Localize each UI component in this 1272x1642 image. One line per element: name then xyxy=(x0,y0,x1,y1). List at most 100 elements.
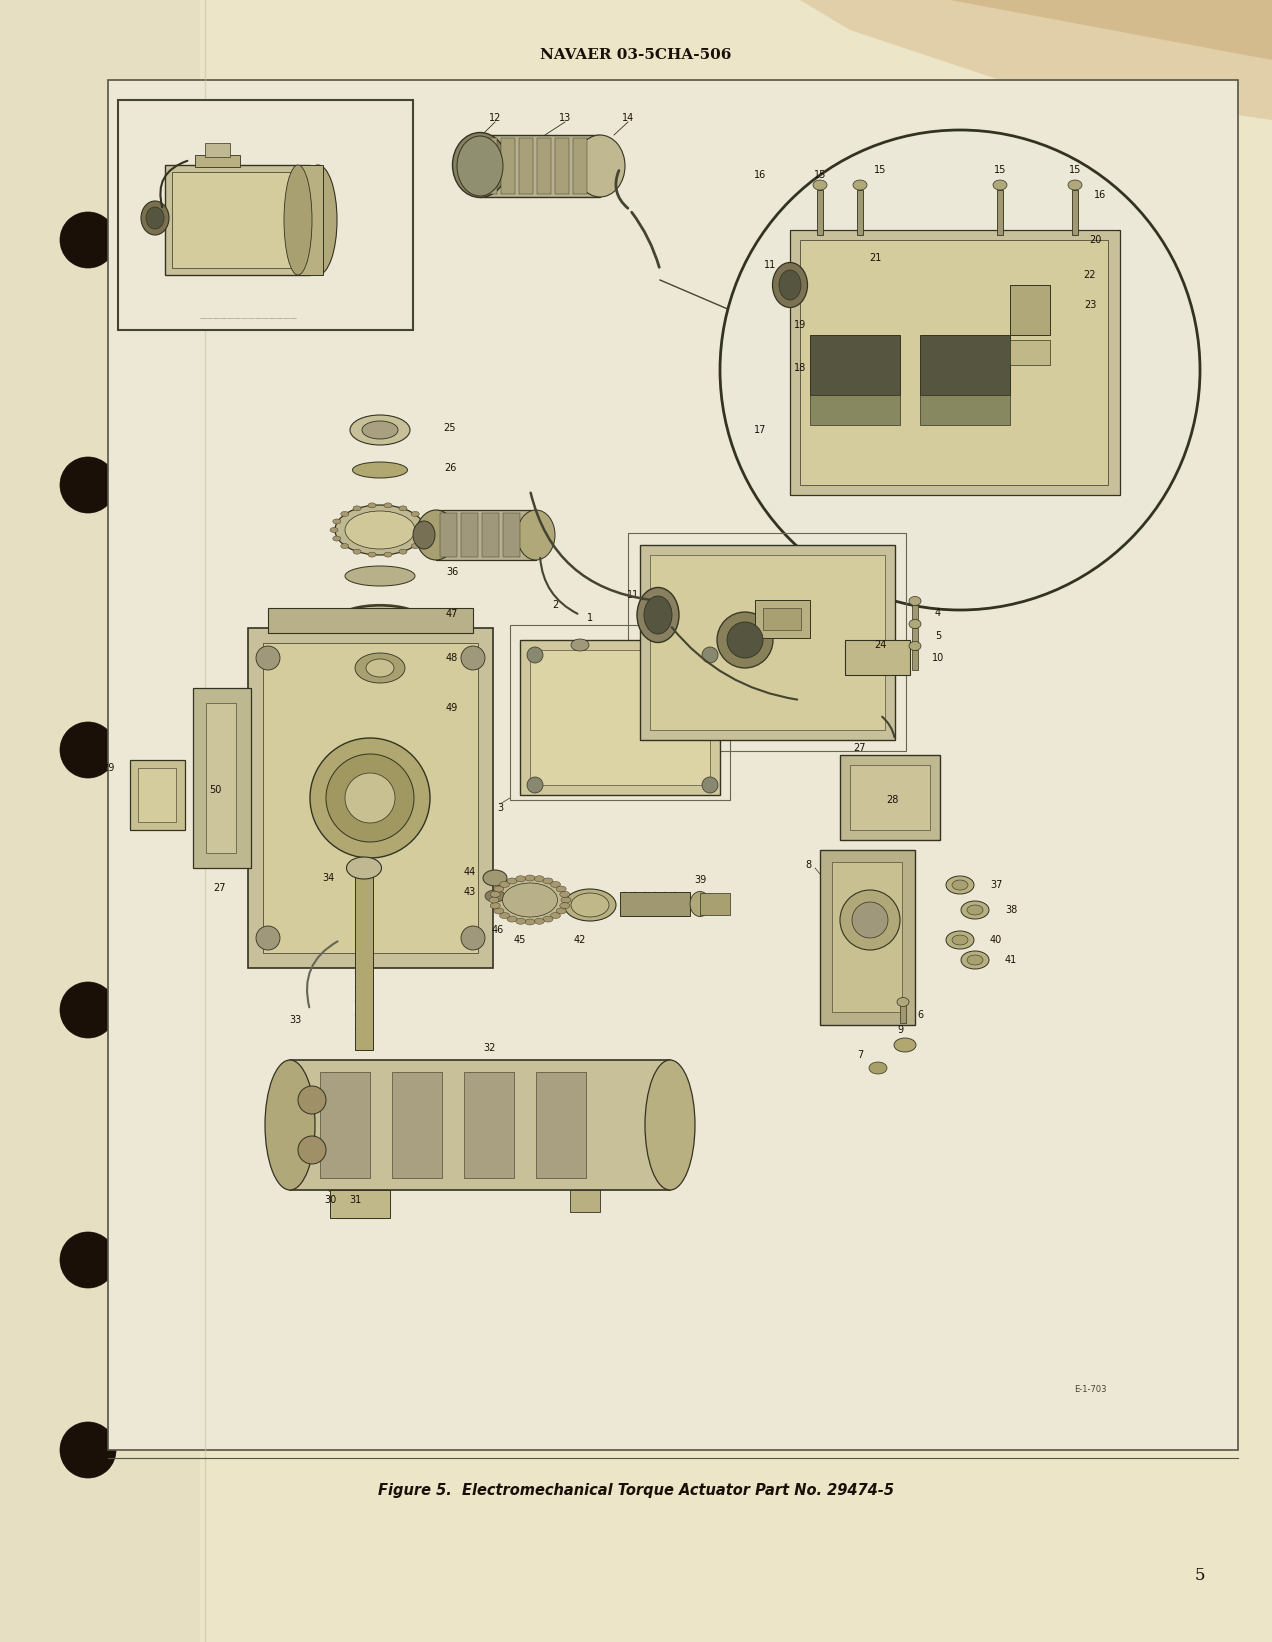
Text: 16: 16 xyxy=(754,171,766,181)
Bar xyxy=(1010,340,1049,365)
Circle shape xyxy=(717,612,773,668)
Text: 30: 30 xyxy=(324,1195,336,1205)
Ellipse shape xyxy=(778,269,801,300)
Ellipse shape xyxy=(346,647,413,690)
Ellipse shape xyxy=(1068,181,1082,190)
Text: 41: 41 xyxy=(1005,956,1018,965)
Circle shape xyxy=(60,982,116,1038)
Text: 35: 35 xyxy=(445,516,458,525)
Ellipse shape xyxy=(516,511,555,560)
Bar xyxy=(820,851,915,1025)
Ellipse shape xyxy=(967,905,983,915)
Ellipse shape xyxy=(534,875,544,882)
Circle shape xyxy=(60,1422,116,1478)
Ellipse shape xyxy=(494,908,504,915)
Ellipse shape xyxy=(416,511,455,560)
Circle shape xyxy=(256,926,280,951)
Bar xyxy=(193,688,251,869)
Circle shape xyxy=(527,647,543,663)
Bar xyxy=(392,1072,441,1177)
Ellipse shape xyxy=(413,521,435,548)
Bar xyxy=(810,335,901,396)
Bar xyxy=(480,135,600,197)
Bar xyxy=(997,190,1004,235)
Bar xyxy=(857,190,862,235)
Text: 25: 25 xyxy=(444,424,457,433)
Text: 4: 4 xyxy=(935,608,941,617)
Bar xyxy=(0,0,200,1642)
Circle shape xyxy=(728,622,763,658)
Ellipse shape xyxy=(897,997,909,1007)
Ellipse shape xyxy=(354,548,361,553)
Ellipse shape xyxy=(560,892,570,897)
Ellipse shape xyxy=(345,511,415,548)
Ellipse shape xyxy=(299,164,337,274)
Ellipse shape xyxy=(329,527,338,532)
Text: E-1-703: E-1-703 xyxy=(1074,1386,1107,1394)
Bar xyxy=(519,138,533,194)
Bar xyxy=(1072,190,1077,235)
Ellipse shape xyxy=(335,506,425,555)
Text: 16: 16 xyxy=(1094,190,1107,200)
Ellipse shape xyxy=(411,511,420,517)
Bar xyxy=(555,138,569,194)
Ellipse shape xyxy=(363,420,398,438)
Bar xyxy=(530,650,710,785)
Ellipse shape xyxy=(346,857,382,878)
Ellipse shape xyxy=(483,870,508,887)
Text: 12: 12 xyxy=(488,113,501,123)
Text: 14: 14 xyxy=(622,113,635,123)
Ellipse shape xyxy=(772,263,808,307)
Text: 9: 9 xyxy=(897,1025,903,1034)
Ellipse shape xyxy=(341,511,349,517)
Ellipse shape xyxy=(368,502,377,507)
Ellipse shape xyxy=(645,1061,695,1190)
Text: 15: 15 xyxy=(814,171,827,181)
Bar xyxy=(840,755,940,841)
Ellipse shape xyxy=(500,882,510,887)
Bar xyxy=(501,138,515,194)
Bar xyxy=(912,604,918,626)
Bar xyxy=(537,138,551,194)
Bar xyxy=(619,892,689,916)
Circle shape xyxy=(60,212,116,268)
Circle shape xyxy=(702,647,717,663)
Ellipse shape xyxy=(813,181,827,190)
Bar xyxy=(436,511,536,560)
Bar xyxy=(845,640,909,675)
Ellipse shape xyxy=(490,892,500,897)
Circle shape xyxy=(310,737,430,859)
Ellipse shape xyxy=(543,878,553,883)
Circle shape xyxy=(852,901,888,938)
Bar xyxy=(790,230,1121,494)
Circle shape xyxy=(702,777,717,793)
Bar xyxy=(536,1072,586,1177)
Ellipse shape xyxy=(563,888,616,921)
Text: 40: 40 xyxy=(990,934,1002,946)
Text: 23: 23 xyxy=(1084,300,1096,310)
Text: 27: 27 xyxy=(214,883,226,893)
Text: 15: 15 xyxy=(1068,164,1081,176)
Ellipse shape xyxy=(355,654,404,683)
Ellipse shape xyxy=(909,596,921,606)
Bar xyxy=(290,1061,670,1190)
Ellipse shape xyxy=(946,931,974,949)
Text: 18: 18 xyxy=(993,363,1006,373)
Ellipse shape xyxy=(543,916,553,923)
Ellipse shape xyxy=(854,181,868,190)
Bar xyxy=(165,164,310,274)
Text: 15: 15 xyxy=(993,164,1006,176)
Bar xyxy=(912,627,918,649)
Bar xyxy=(817,190,823,235)
Bar xyxy=(763,608,801,631)
Text: 34: 34 xyxy=(322,874,335,883)
Bar xyxy=(756,599,810,639)
Text: 6: 6 xyxy=(917,1010,923,1020)
Ellipse shape xyxy=(141,200,169,235)
Text: Figure 5.  Electromechanical Torque Actuator Part No. 29474-5: Figure 5. Electromechanical Torque Actua… xyxy=(378,1483,894,1498)
Ellipse shape xyxy=(689,892,710,916)
Text: 44: 44 xyxy=(464,867,476,877)
Ellipse shape xyxy=(341,544,349,548)
Ellipse shape xyxy=(351,703,410,721)
Text: 17: 17 xyxy=(754,425,766,435)
